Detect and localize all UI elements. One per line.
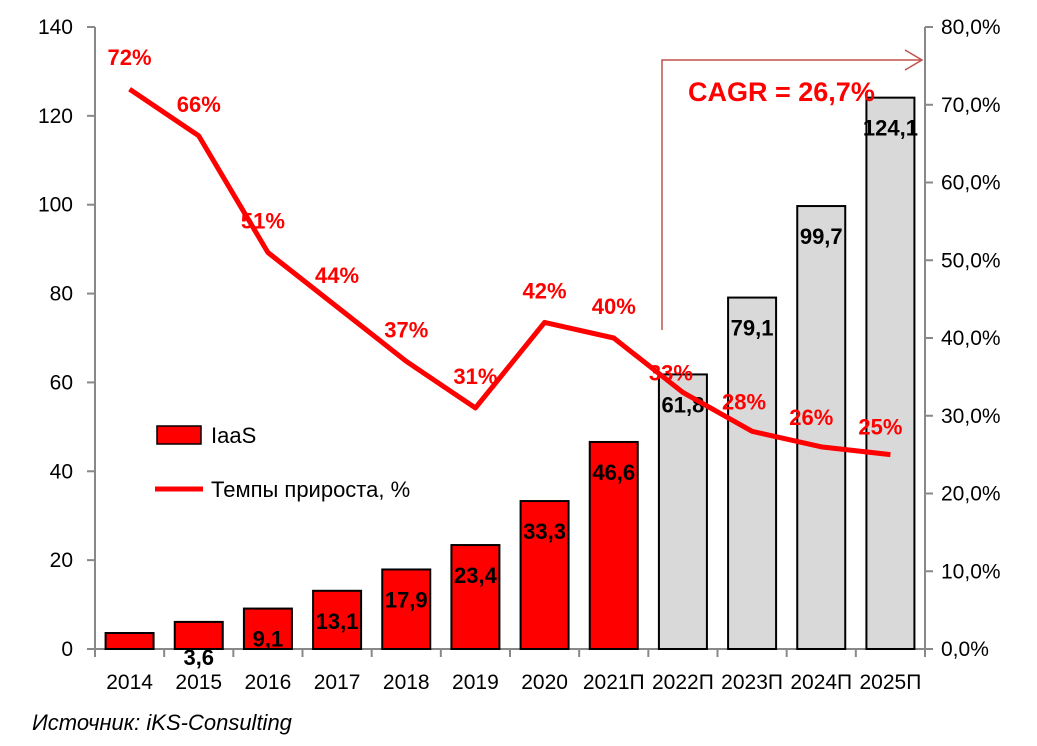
line-label: 66%: [177, 92, 221, 117]
growth-line: [128, 87, 891, 458]
bar-label: 17,9: [385, 587, 428, 612]
bar-label: 46,6: [592, 460, 635, 485]
bar-label: 61,8: [662, 392, 705, 417]
x-tick-label: 2021П: [583, 671, 645, 694]
arrow-head-icon: [904, 49, 924, 71]
bar-label: 23,4: [454, 563, 498, 588]
bar-label: 9,1: [253, 627, 284, 652]
bar-label: 33,3: [523, 519, 566, 544]
legend-label-iaas: IaaS: [211, 423, 256, 448]
bar: [450, 544, 501, 651]
right-tick-label: 0,0%: [941, 638, 989, 661]
bar: [242, 607, 293, 651]
x-tick-label: 2015: [175, 671, 222, 694]
bar-label: 124,1: [863, 116, 918, 141]
bar: [173, 620, 224, 650]
line-label: 40%: [592, 294, 636, 319]
cagr-arrow: [661, 59, 922, 330]
line-label: 31%: [453, 364, 497, 389]
bar: [657, 373, 708, 650]
line-label: 51%: [241, 208, 285, 233]
line-label: 33%: [649, 360, 693, 385]
right-tick-label: 20,0%: [941, 483, 1001, 506]
x-tick-label: 2019: [452, 671, 499, 694]
cagr-label: CAGR = 26,7%: [688, 77, 875, 107]
left-tick-label: 20: [50, 549, 73, 572]
left-tick-label: 40: [50, 460, 73, 483]
x-tick-label: 2024П: [790, 671, 852, 694]
bar: [588, 440, 639, 650]
source-note: Источник: iKS-Consulting: [32, 710, 292, 735]
right-tick-label: 60,0%: [941, 172, 1001, 195]
bar-label: 99,7: [800, 224, 843, 249]
right-tick-label: 30,0%: [941, 405, 1001, 428]
bar-label: 3,6: [183, 645, 214, 670]
line-label: 25%: [858, 415, 902, 440]
x-tick-label: 2014: [106, 671, 153, 694]
legend-bar-swatch: [156, 425, 202, 445]
bar: [104, 632, 155, 651]
line-label: 28%: [722, 389, 766, 414]
bar: [519, 500, 570, 650]
left-tick-label: 120: [38, 105, 73, 128]
bar: [727, 296, 778, 650]
left-tick-label: 0: [61, 638, 73, 661]
x-tick-label: 2022П: [652, 671, 714, 694]
left-tick-label: 100: [38, 194, 73, 217]
line-label: 72%: [108, 45, 152, 70]
bar: [796, 205, 847, 650]
x-tick-label: 2025П: [860, 671, 922, 694]
x-tick-label: 2020: [521, 671, 568, 694]
x-tick-label: 2017: [314, 671, 361, 694]
right-tick-label: 10,0%: [941, 560, 1001, 583]
left-tick-label: 140: [38, 16, 73, 39]
bar-label: 79,1: [731, 316, 774, 341]
left-tick-label: 60: [50, 371, 73, 394]
x-tick-label: 2016: [245, 671, 292, 694]
right-tick-label: 70,0%: [941, 94, 1001, 117]
right-tick-label: 50,0%: [941, 249, 1001, 272]
x-tick-label: 2023П: [721, 671, 783, 694]
legend-label-growth: Темпы прироста, %: [211, 477, 410, 502]
bar: [865, 96, 916, 651]
right-tick-label: 80,0%: [941, 16, 1001, 39]
bar-label: 13,1: [316, 609, 359, 634]
line-label: 42%: [523, 278, 567, 303]
line-label: 37%: [384, 317, 428, 342]
line-label: 26%: [789, 405, 833, 430]
line-label: 44%: [315, 263, 359, 288]
left-tick-label: 80: [50, 283, 73, 306]
bar: [381, 568, 432, 650]
right-tick-label: 40,0%: [941, 327, 1001, 350]
bar: [312, 589, 363, 651]
x-tick-label: 2018: [383, 671, 430, 694]
